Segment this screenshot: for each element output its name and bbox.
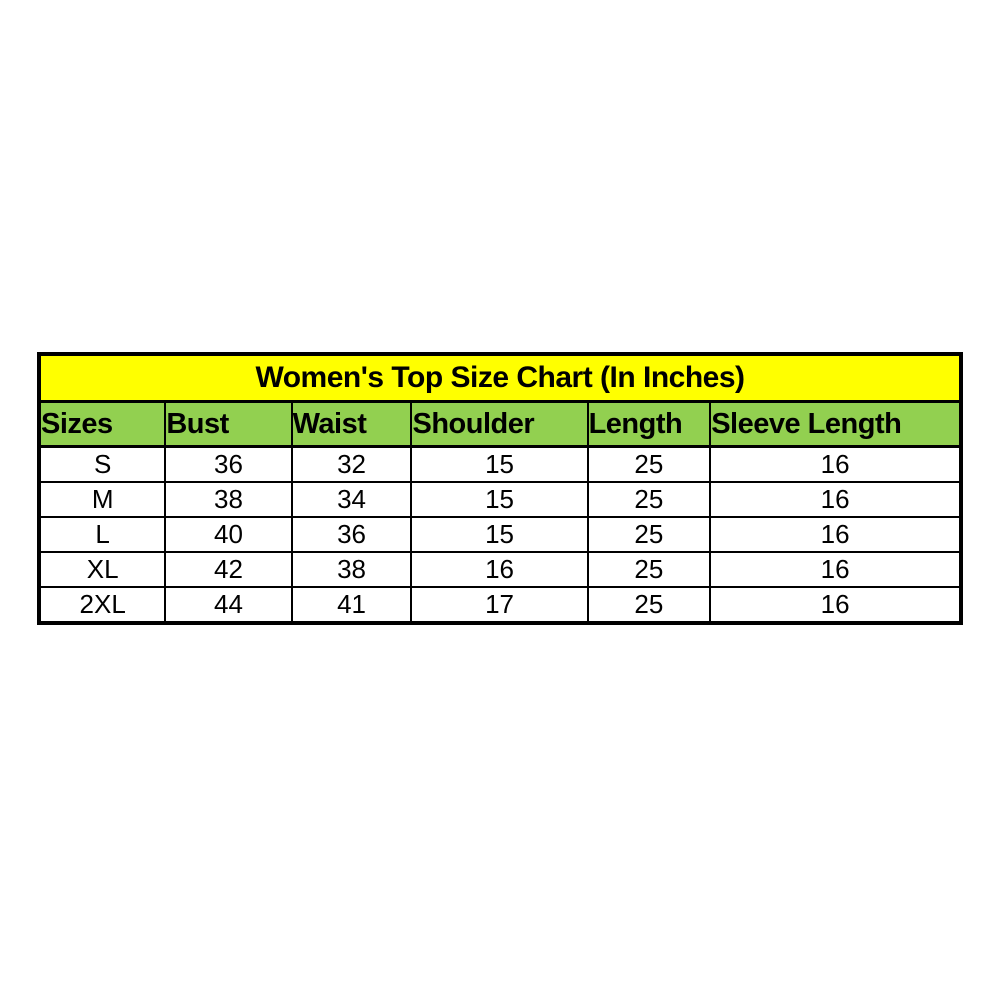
length-value-cell: 25	[586, 551, 712, 588]
bust-value-cell: 44	[164, 586, 293, 624]
sleeve-length-value-cell: 16	[709, 586, 962, 624]
shoulder-value-cell: 15	[410, 516, 589, 553]
bust-value-cell: 42	[164, 551, 293, 588]
waist-value-cell: 41	[290, 586, 413, 624]
column-header-bust: Bust	[164, 400, 293, 448]
size-label-cell: 2XL	[37, 586, 167, 624]
length-value-cell: 25	[586, 516, 712, 553]
column-header-sizes: Sizes	[37, 400, 167, 448]
sleeve-length-value-cell: 16	[709, 481, 962, 518]
title-row: Women's Top Size Chart (In Inches)	[38, 353, 962, 403]
length-value-cell: 25	[586, 586, 712, 624]
bust-value-cell: 40	[164, 516, 293, 553]
table-row-s: S 36 32 15 25 16	[37, 445, 962, 483]
header-row: Sizes Bust Waist Shoulder Length Sleeve …	[37, 400, 962, 448]
length-value-cell: 25	[586, 481, 712, 518]
size-label-cell: M	[37, 481, 167, 518]
size-label-cell: L	[37, 516, 167, 553]
table-title: Women's Top Size Chart (In Inches)	[38, 353, 962, 403]
shoulder-value-cell: 17	[410, 586, 589, 624]
size-label-cell: S	[37, 445, 167, 483]
table-row-l: L 40 36 15 25 16	[37, 516, 962, 553]
bust-value-cell: 36	[164, 445, 293, 483]
sleeve-length-value-cell: 16	[709, 516, 962, 553]
table-row-m: M 38 34 15 25 16	[37, 481, 962, 518]
table-row-xl: XL 42 38 16 25 16	[37, 551, 962, 588]
table-row-2xl: 2XL 44 41 17 25 16	[37, 586, 962, 624]
waist-value-cell: 36	[290, 516, 413, 553]
column-header-length: Length	[586, 400, 712, 448]
sleeve-length-value-cell: 16	[709, 551, 962, 588]
waist-value-cell: 34	[290, 481, 413, 518]
shoulder-value-cell: 16	[410, 551, 589, 588]
waist-value-cell: 32	[290, 445, 413, 483]
shoulder-value-cell: 15	[410, 481, 589, 518]
length-value-cell: 25	[586, 445, 712, 483]
column-header-waist: Waist	[290, 400, 413, 448]
waist-value-cell: 38	[290, 551, 413, 588]
size-label-cell: XL	[37, 551, 167, 588]
sleeve-length-value-cell: 16	[709, 445, 962, 483]
shoulder-value-cell: 15	[410, 445, 589, 483]
column-header-sleeve-length: Sleeve Length	[709, 400, 962, 448]
size-chart-table: Women's Top Size Chart (In Inches) Sizes…	[37, 352, 963, 625]
column-header-shoulder: Shoulder	[410, 400, 589, 448]
bust-value-cell: 38	[164, 481, 293, 518]
